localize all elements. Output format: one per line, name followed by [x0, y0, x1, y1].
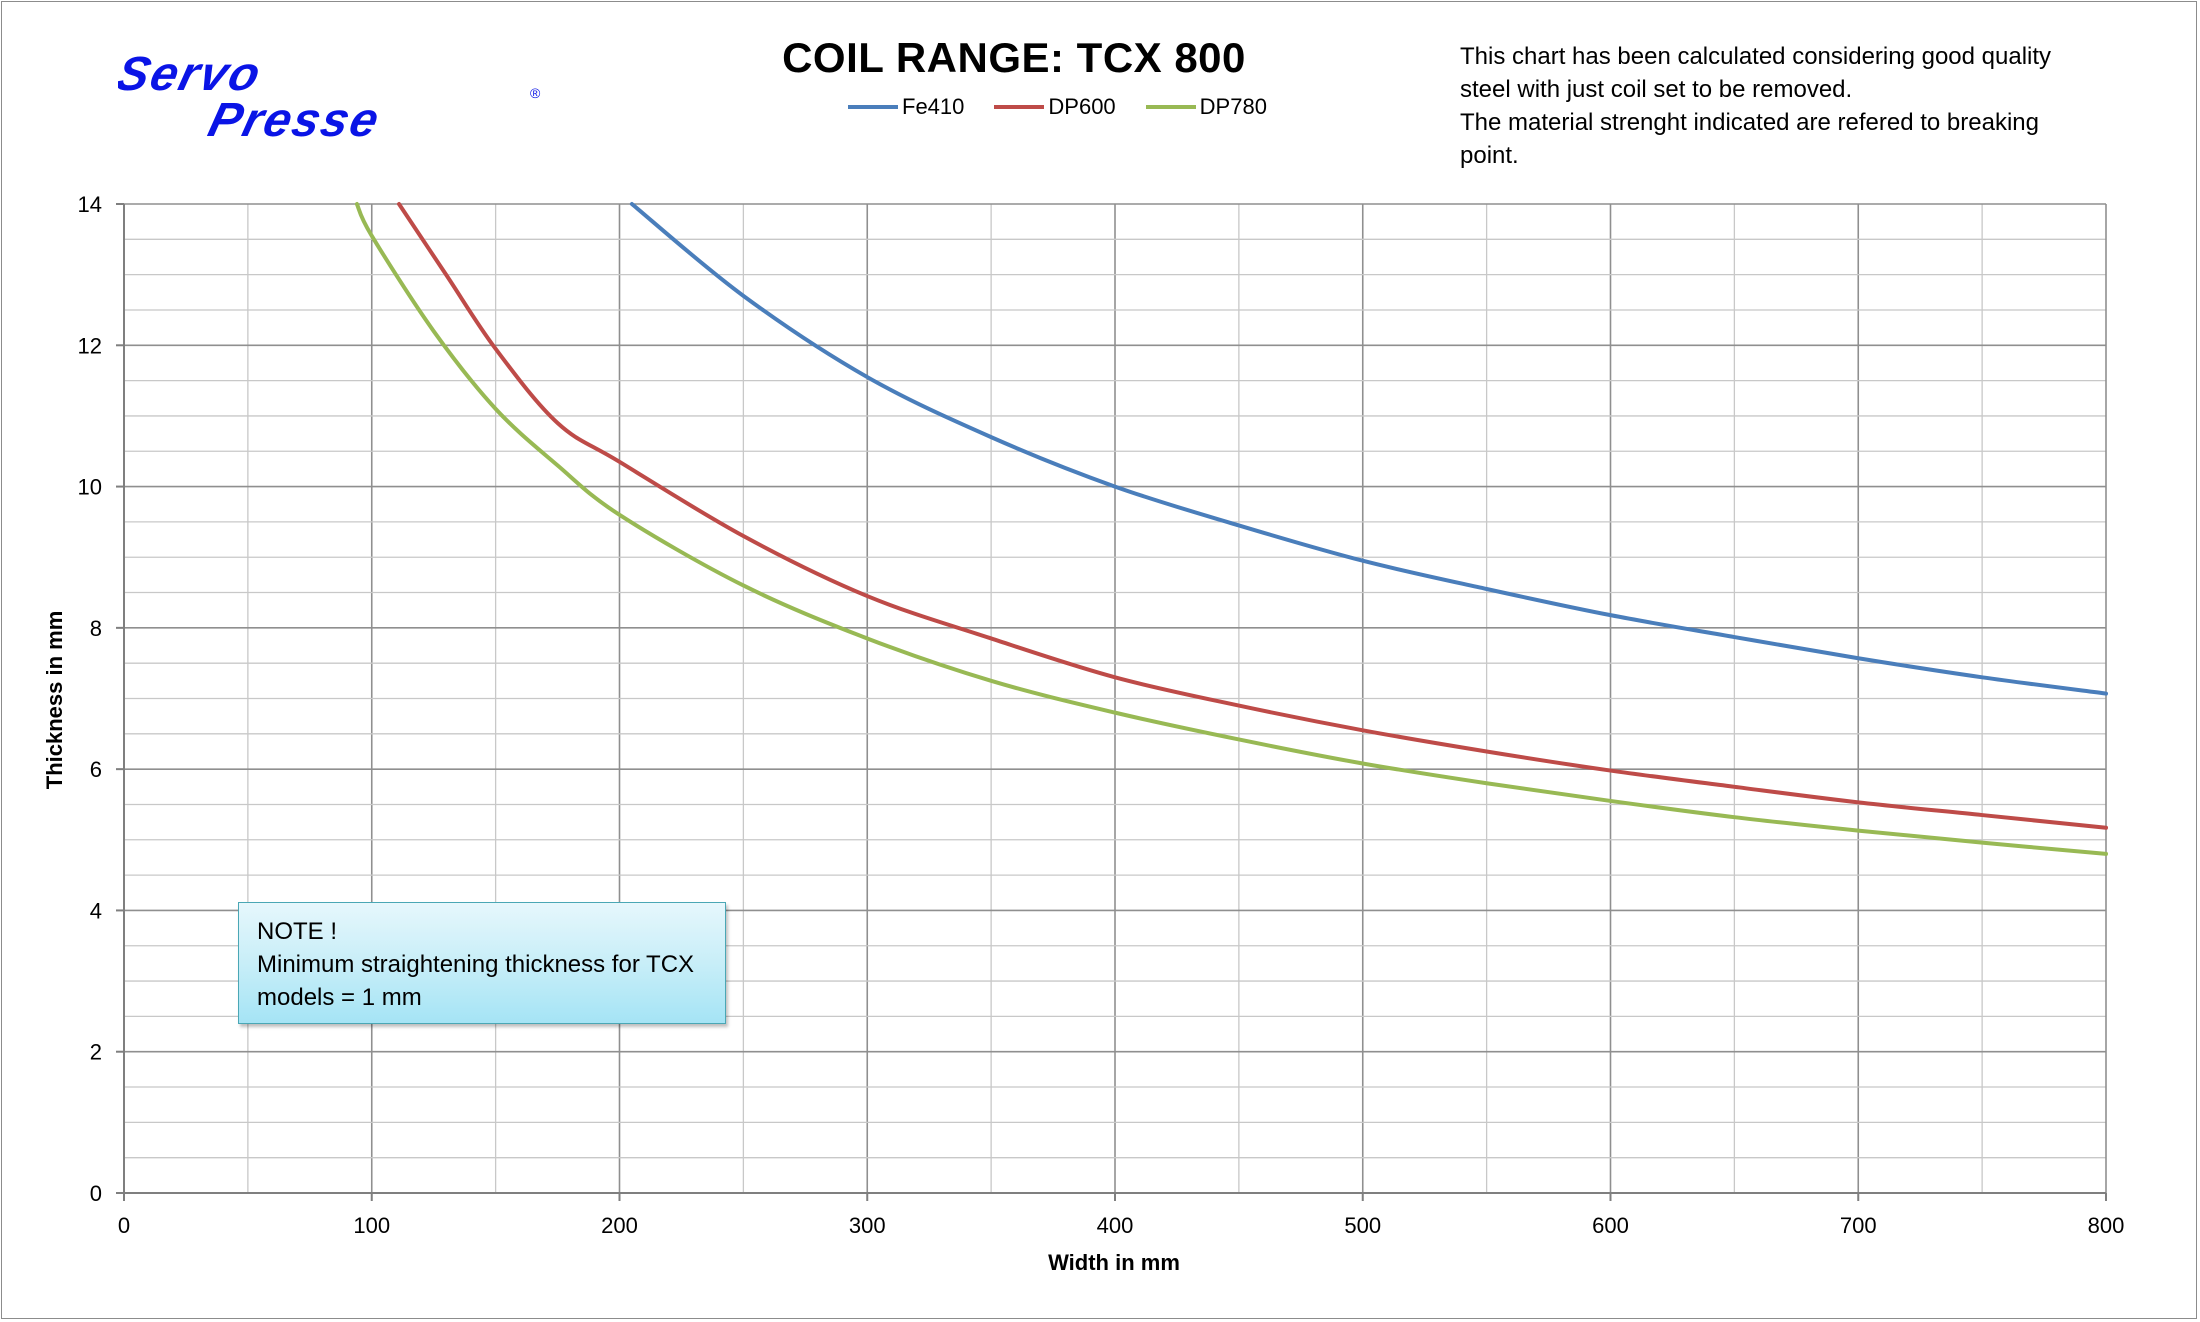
legend-label: DP600 [1048, 94, 1116, 119]
series-lines [354, 202, 2108, 856]
x-tick-label: 300 [849, 1213, 886, 1238]
y-tick-label: 2 [90, 1040, 102, 1065]
y-axis-label: Thickness in mm [42, 611, 67, 790]
logo-line-2: Presse [203, 94, 386, 140]
x-tick-label: 800 [2088, 1213, 2125, 1238]
y-tick-label: 8 [90, 616, 102, 641]
y-tick-label: 12 [78, 333, 102, 358]
x-tick-label: 100 [353, 1213, 390, 1238]
series-line-dp600 [397, 202, 2108, 830]
legend-label: DP780 [1199, 94, 1267, 119]
x-tick-label: 600 [1592, 1213, 1629, 1238]
legend-swatch [848, 105, 898, 109]
calculation-note-line: This chart has been calculated consideri… [1460, 43, 2052, 70]
series-line-fe410 [629, 202, 2108, 696]
y-tick-label: 0 [90, 1181, 102, 1206]
calculation-note: This chart has been calculated consideri… [1460, 40, 2120, 172]
x-axis-label: Width in mm [1048, 1250, 1180, 1275]
x-tick-label: 700 [1840, 1213, 1877, 1238]
legend-item-dp600: DP600 [994, 94, 1116, 120]
legend-swatch [1145, 105, 1196, 109]
chart-legend: Fe410 DP600 DP780 [848, 92, 1297, 122]
calculation-note-line: steel with just coil set to be removed. [1460, 76, 1853, 103]
axes [116, 203, 2107, 1201]
x-tick-label: 200 [601, 1213, 638, 1238]
y-tick-label: 4 [90, 898, 102, 923]
note-line: NOTE ! [257, 918, 338, 945]
x-tick-label: 400 [1097, 1213, 1134, 1238]
calculation-note-line: point. [1460, 142, 1519, 169]
logo-line-1: Servo [118, 48, 267, 101]
calculation-note-line: The material strenght indicated are refe… [1460, 109, 2039, 136]
legend-label: Fe410 [902, 94, 965, 119]
tick-labels: 0 100 200 300 400 500 600 700 800 0 2 4 6 8 10 12 14 [78, 192, 2125, 1238]
legend-swatch [994, 105, 1045, 109]
y-tick-label: 14 [78, 192, 102, 217]
series-line-dp780 [354, 202, 2108, 856]
legend-item-fe410: Fe410 [848, 94, 964, 120]
x-tick-label: 0 [118, 1213, 130, 1238]
x-tick-label: 500 [1344, 1213, 1381, 1238]
legend-item-dp780: DP780 [1145, 94, 1267, 120]
note-line: models = 1 mm [257, 984, 422, 1011]
y-tick-label: 6 [90, 757, 102, 782]
servo-presse-logo: Servo Presse ® [118, 48, 541, 140]
y-tick-label: 10 [78, 475, 102, 500]
minimum-thickness-note: NOTE ! Minimum straightening thickness f… [238, 902, 726, 1024]
note-line: Minimum straightening thickness for TCX [257, 951, 695, 978]
logo-registered-mark: ® [530, 85, 541, 101]
chart-title: COIL RANGE: TCX 800 [782, 34, 1246, 81]
grid [124, 203, 2107, 1193]
